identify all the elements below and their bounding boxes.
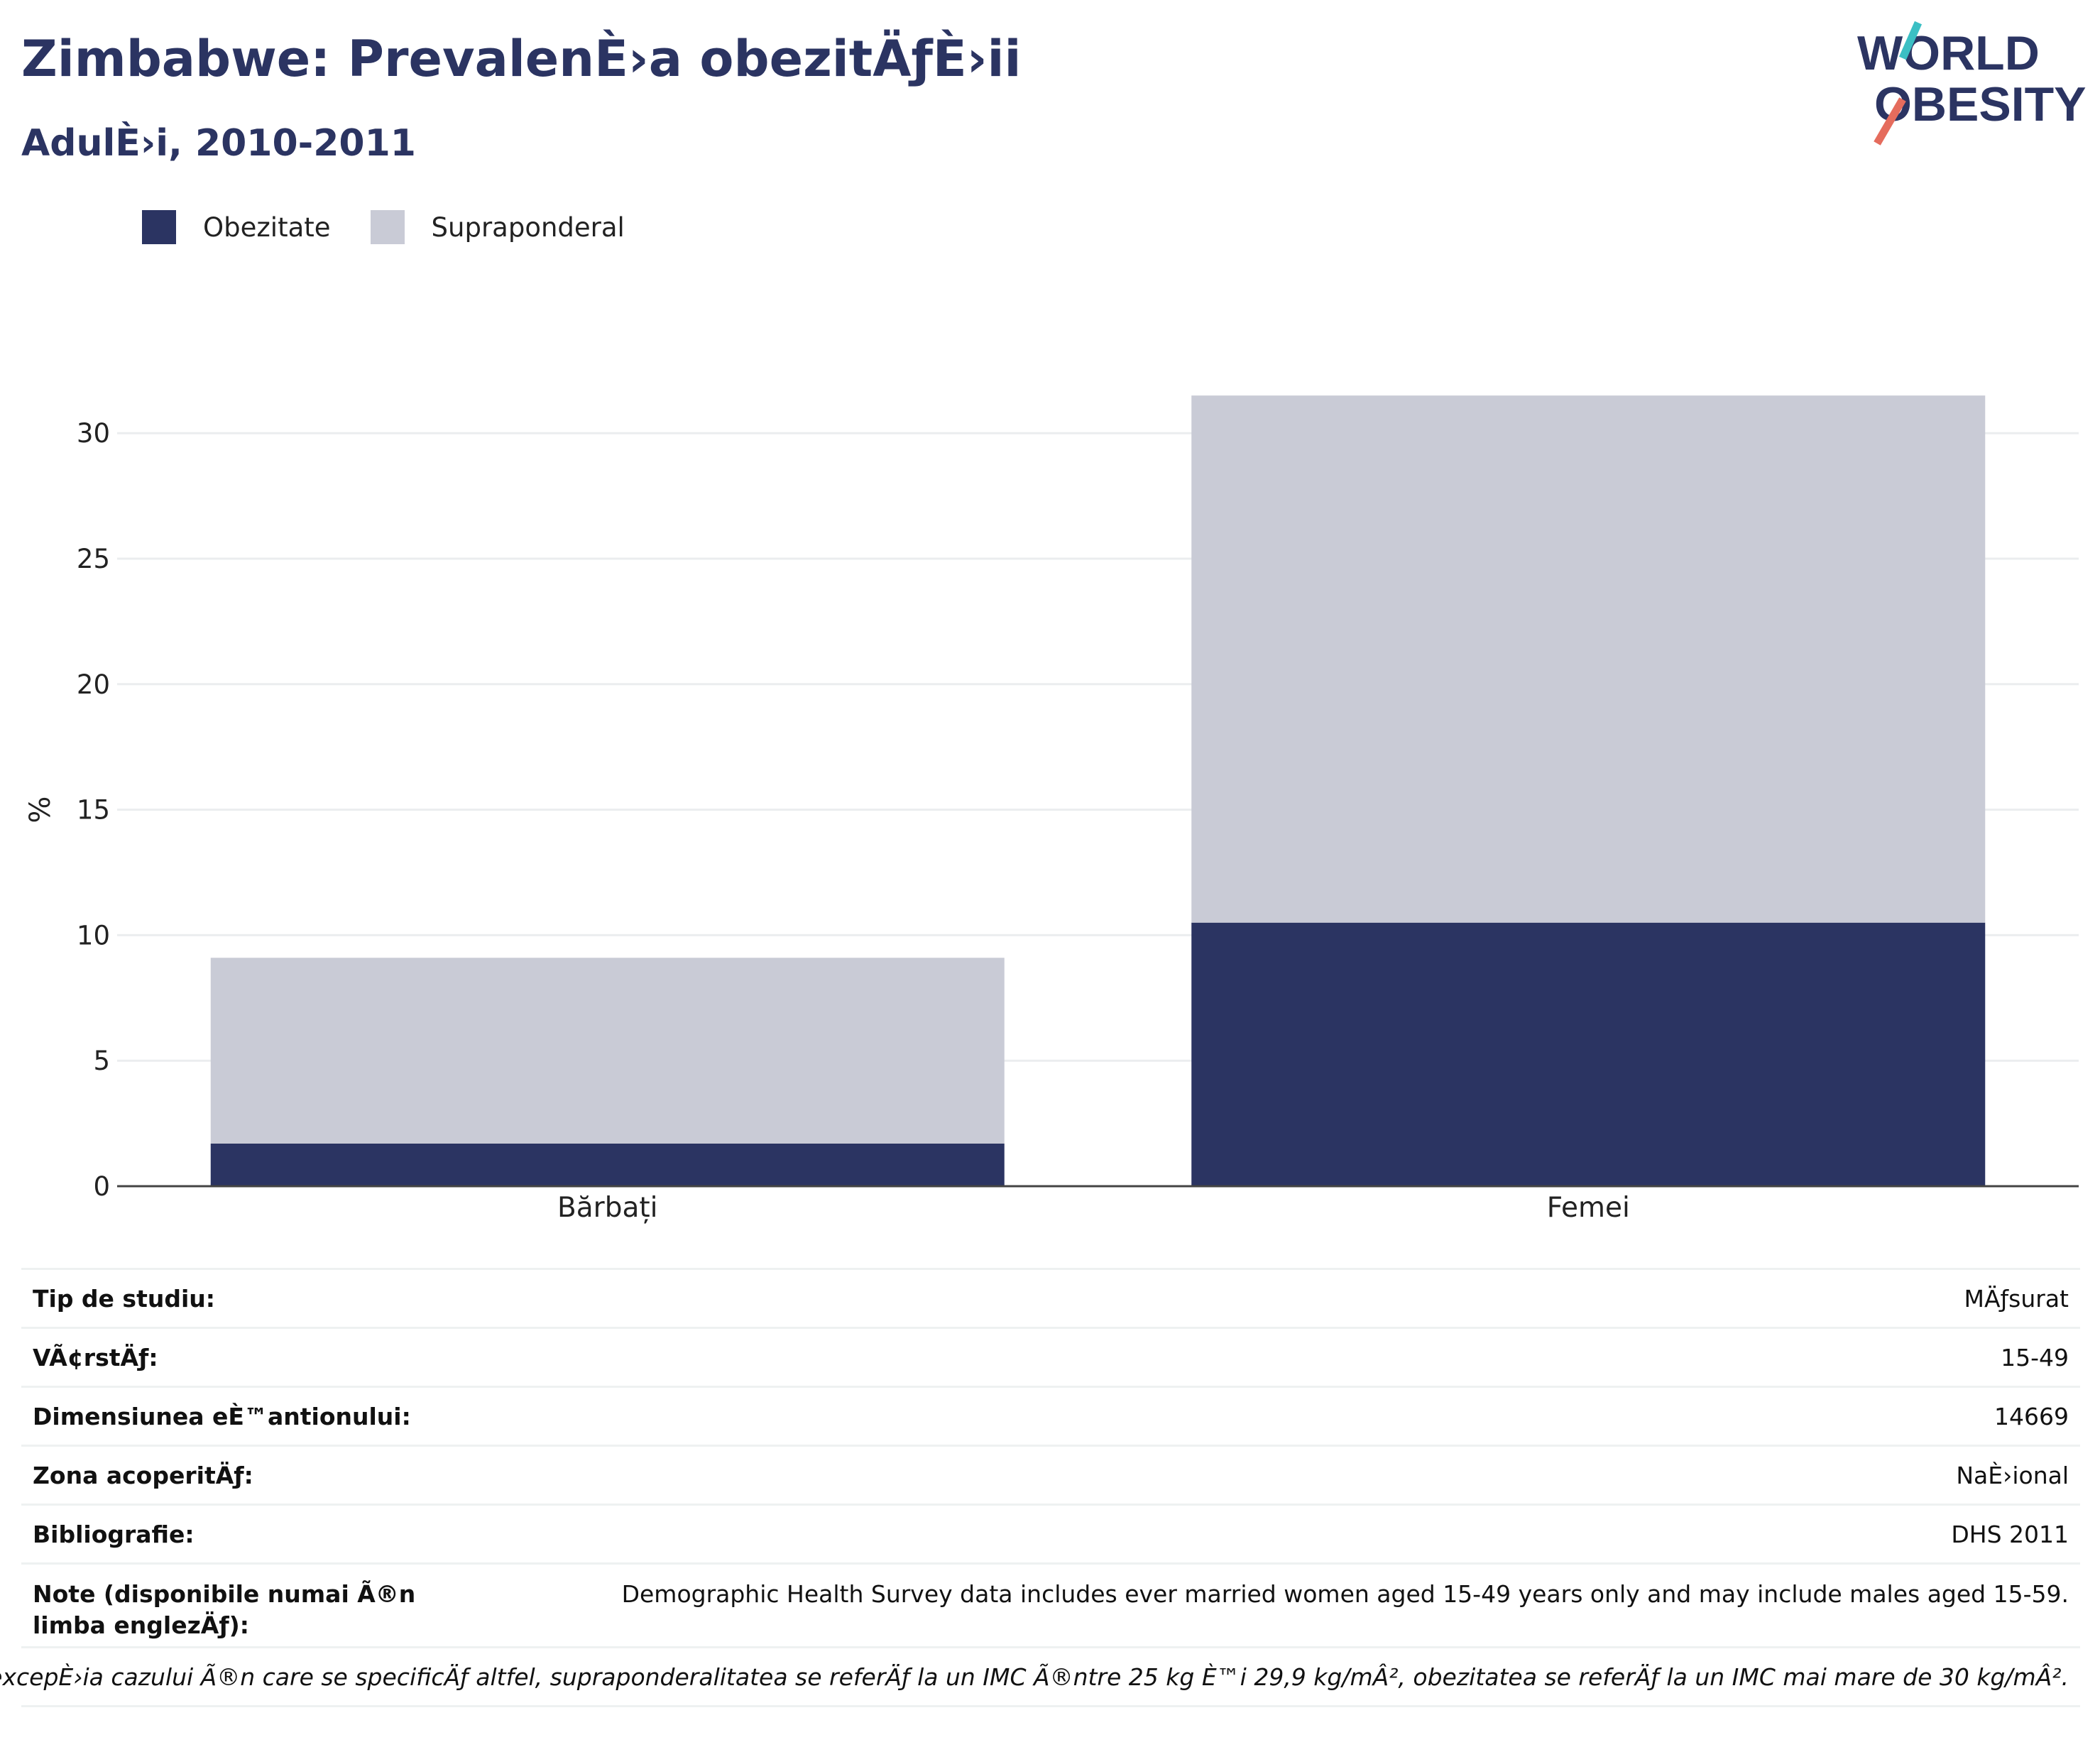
row-value: MÄƒsurat bbox=[1964, 1284, 2069, 1313]
logo-line1: WORLD bbox=[1857, 26, 2040, 80]
footnote: Cu excepÈ›ia cazului Ã®n care se specifi… bbox=[0, 1646, 2080, 1707]
logo-slash-coral bbox=[1874, 97, 1906, 146]
row-label: Tip de studiu: bbox=[33, 1284, 215, 1313]
notes-label: Note (disponibile numai Ã®n limba englez… bbox=[33, 1580, 416, 1639]
row-value: NaÈ›ional bbox=[1956, 1461, 2069, 1489]
world-obesity-logo: WORLD OBESITY bbox=[1857, 21, 2087, 146]
x-tick-label: Bărbați bbox=[557, 1192, 657, 1224]
row-value: 14669 bbox=[1994, 1402, 2069, 1430]
legend-item-overweight: Supraponderal bbox=[370, 210, 625, 244]
footnote-text: Cu excepÈ›ia cazului Ã®n care se specifi… bbox=[0, 1663, 2069, 1691]
row-label: Zona acoperitÄƒ: bbox=[33, 1461, 253, 1489]
y-tick-label: 0 bbox=[93, 1171, 110, 1202]
bar-overweight bbox=[1191, 395, 1986, 923]
chart-title: Zimbabwe: PrevalenÈ›a obezitÄƒÈ›ii bbox=[21, 30, 1022, 88]
y-tick-label: 30 bbox=[77, 418, 110, 449]
y-tick-label: 25 bbox=[77, 544, 110, 574]
legend-item-obesity: Obezitate bbox=[142, 210, 331, 244]
legend-label-obesity: Obezitate bbox=[203, 212, 331, 243]
legend-swatch-overweight bbox=[370, 210, 405, 244]
row-label: Bibliografie: bbox=[33, 1520, 195, 1548]
legend-label-overweight: Supraponderal bbox=[431, 212, 625, 243]
bar-obesity bbox=[1191, 922, 1986, 1186]
row-label: Dimensiunea eÈ™antionului: bbox=[33, 1402, 411, 1430]
table-row: Bibliografie: DHS 2011 bbox=[21, 1504, 2080, 1562]
notes-value: Demographic Health Survey data includes … bbox=[621, 1580, 2069, 1608]
row-label: VÃ¢rstÄƒ: bbox=[33, 1343, 158, 1371]
x-tick-label: Femei bbox=[1547, 1192, 1630, 1224]
table-row-notes: Note (disponibile numai Ã®n limba englez… bbox=[21, 1562, 2080, 1646]
chart-legend: Obezitate Supraponderal bbox=[142, 210, 665, 244]
logo-line2: OBESITY bbox=[1874, 77, 2087, 131]
table-row: Zona acoperitÄƒ: NaÈ›ional bbox=[21, 1445, 2080, 1504]
y-tick-label: 20 bbox=[77, 669, 110, 700]
table-row: VÃ¢rstÄƒ: 15-49 bbox=[21, 1327, 2080, 1386]
y-tick-label: 10 bbox=[77, 920, 110, 951]
row-value: DHS 2011 bbox=[1951, 1520, 2069, 1548]
bar-chart: 0 5 10 15 20 25 30% Bărbați Femei bbox=[24, 395, 2079, 1224]
table-row: Dimensiunea eÈ™antionului: 14669 bbox=[21, 1386, 2080, 1445]
logo-slash-teal bbox=[1898, 21, 1923, 60]
legend-swatch-obesity bbox=[142, 210, 176, 244]
bar-obesity bbox=[210, 1143, 1005, 1186]
bar-overweight bbox=[210, 958, 1005, 1144]
chart-subtitle: AdulÈ›i, 2010-2011 bbox=[21, 122, 416, 165]
y-tick-label: 5 bbox=[93, 1046, 110, 1076]
table-row: Tip de studiu: MÄƒsurat bbox=[21, 1268, 2080, 1327]
study-info-table: Tip de studiu: MÄƒsurat VÃ¢rstÄƒ: 15-49 … bbox=[0, 1268, 2080, 1707]
y-tick-label: 15 bbox=[77, 795, 110, 826]
y-axis-label: % bbox=[24, 796, 57, 823]
row-value: 15-49 bbox=[2001, 1343, 2069, 1371]
